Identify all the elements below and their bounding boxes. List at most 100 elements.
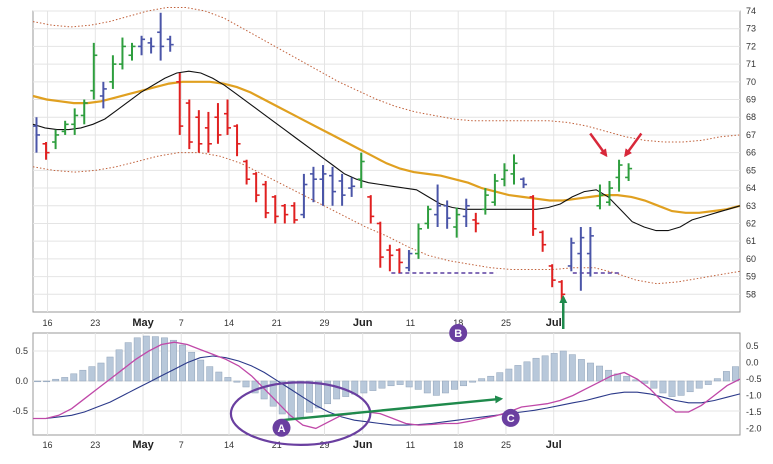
ohlc-bar [481,188,489,215]
ohlc-bar [510,154,518,185]
badge-b: B [449,324,468,342]
price-y-tick-label: 60 [746,254,756,264]
ohlc-bar [472,212,480,233]
badge-circle [501,408,520,427]
macd-histogram-bar [577,359,585,382]
ohlc-bar [185,99,193,150]
ohlc-bar [415,223,422,259]
macd-histogram-bar [451,380,458,390]
macd-right-tick-label: -1.5 [746,407,762,417]
price-y-tick-label: 68 [746,112,756,122]
macd-histogram-bar [405,380,413,388]
ohlc-bar [567,237,575,272]
macd-histogram-bar [115,349,123,382]
ohlc-bar [147,37,155,54]
macd-x-tick-label: 25 [501,440,511,450]
ohlc-bar [224,99,231,135]
ohlc-bar [606,180,613,206]
macd-histogram-bar [133,337,141,382]
macd-x-tick-label: 11 [406,440,415,450]
price-y-tick-label: 70 [746,77,756,87]
ohlc-bar [329,166,337,206]
macd-histogram-bar [206,366,214,382]
ohlc-bar [61,120,69,135]
ohlc-bar [271,195,279,224]
macd-histogram-bar [478,378,486,382]
macd-histogram-bar [396,380,404,385]
ohlc-bar [434,184,442,228]
macd-histogram-bar [469,380,477,383]
price-y-tick-label: 65 [746,165,756,175]
ohlc-bar [529,195,537,236]
macd-histogram-bar [233,380,241,383]
price-y-tick-label: 71 [746,59,756,69]
ohlc-bar [520,177,528,189]
sma-line [32,70,741,232]
macd-histogram-bar [460,380,467,387]
macd-histogram-bar [269,380,277,407]
macd-histogram-bar [260,380,268,400]
ohlc-bar [52,129,60,150]
ohlc-bar [338,173,346,206]
macd-histogram-bar [360,380,368,394]
macd-histogram-bar [188,351,196,382]
ohlc-bar [424,205,432,229]
price-y-tick-label: 63 [746,201,756,211]
macd-histogram-bar [151,336,159,382]
macd-histogram-bar [523,361,531,382]
ohlc-bar [596,184,604,210]
macd-histogram-bar [686,380,694,393]
macd-histogram-bar [97,362,105,382]
price-x-tick-label: Jul [546,317,562,329]
ohlc-bar [309,166,317,203]
macd-histogram-bar [722,371,730,382]
macd-histogram-bar [179,344,186,382]
macd-histogram-bar [142,335,150,382]
macd-histogram-bar [568,354,576,382]
ohlc-bar [367,195,375,224]
macd-x-tick-label: May [132,439,154,451]
ohlc-bar [33,117,40,153]
macd-left-tick-label: 0.0 [15,376,28,386]
ohlc-bar [462,198,470,228]
envelope-upper-line [32,7,741,143]
macd-histogram-bar [197,359,205,382]
ohlc-bar [348,177,356,197]
macd-histogram-bar [79,369,87,382]
price-y-tick-label: 74 [746,6,756,16]
ohlc-bar [281,203,289,224]
macd-x-tick-label: 16 [43,440,53,450]
ohlc-bar [233,124,241,157]
price-x-tick-label: 16 [43,318,53,328]
price-y-tick-label: 67 [746,130,756,140]
price-x-tick-label: 14 [224,318,234,328]
price-y-tick-label: 69 [746,95,756,105]
badge-label: A [278,423,286,435]
red-arrow [589,132,608,158]
badge-a: A [272,418,291,437]
ohlc-bar [577,227,585,291]
badge-c: C [501,408,520,427]
macd-histogram-bar [623,375,631,382]
ohlc-bar [615,159,623,192]
price-x-tick-label: Jun [353,317,373,329]
macd-left-tick-label: 0.5 [15,346,28,356]
macd-histogram-bar [587,362,594,382]
macd-histogram-bar [106,356,114,382]
ohlc-bar [376,221,384,268]
badge-circle [449,324,468,342]
macd-histogram-bar [43,380,51,383]
macd-x-tick-label: 29 [319,440,329,450]
ohlc-bar [42,142,50,160]
macd-histogram-bar [61,377,69,382]
macd-histogram-bar [659,380,667,394]
macd-histogram-bar [487,375,495,382]
ema-line [32,80,741,214]
ohlc-bar [262,180,270,219]
macd-x-tick-label: Jul [546,439,562,451]
ohlc-bar [252,172,260,203]
macd-x-tick-label: 23 [90,440,100,450]
macd-histogram-bar [505,368,513,382]
macd-histogram-bar [668,380,676,397]
